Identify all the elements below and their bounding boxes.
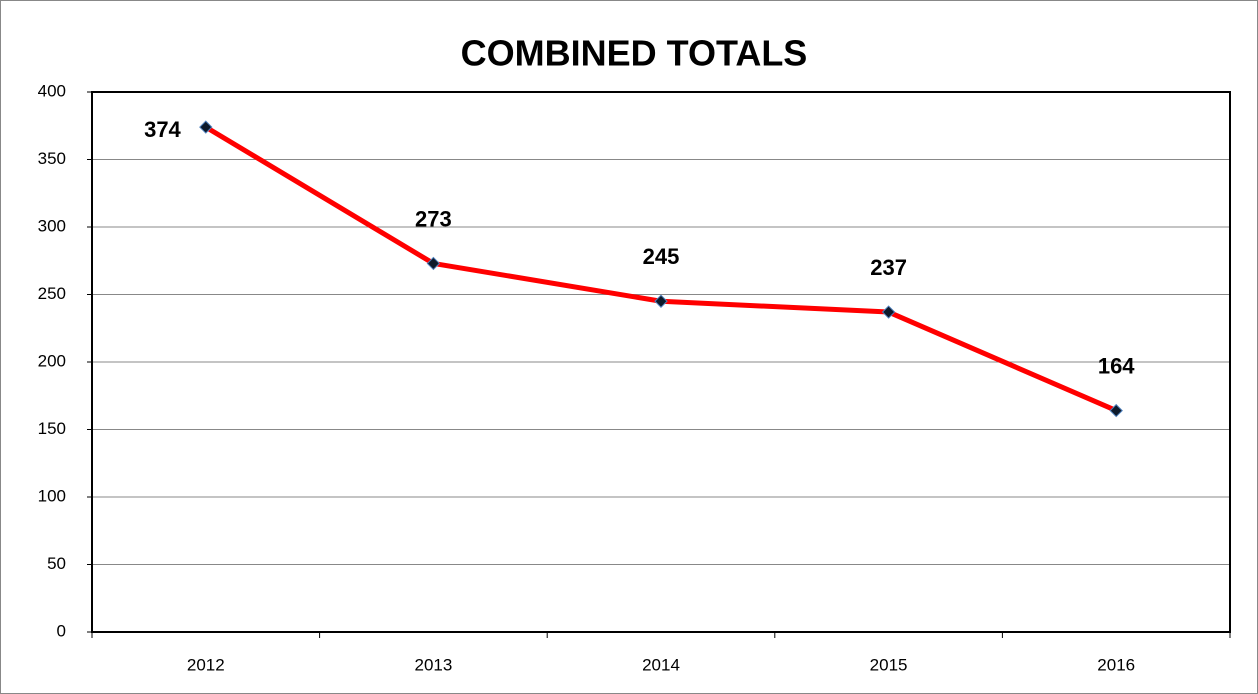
y-tick-label: 400 — [38, 81, 66, 100]
y-tick-label: 50 — [47, 554, 66, 573]
y-tick-label: 250 — [38, 284, 66, 303]
y-tick-label: 300 — [38, 216, 66, 235]
data-label: 245 — [643, 244, 680, 269]
chart-title: COMBINED TOTALS — [461, 33, 808, 74]
x-tick-label: 2014 — [642, 655, 680, 674]
data-label: 237 — [870, 255, 907, 280]
x-tick-label: 2013 — [414, 655, 452, 674]
y-tick-label: 150 — [38, 419, 66, 438]
x-tick-label: 2012 — [187, 655, 225, 674]
y-tick-label: 350 — [38, 149, 66, 168]
y-tick-label: 0 — [57, 621, 66, 640]
data-point — [654, 294, 668, 308]
data-label: 374 — [144, 117, 181, 142]
plot-border — [91, 91, 1231, 633]
x-tick-label: 2016 — [1097, 655, 1135, 674]
data-point — [199, 120, 213, 134]
data-point — [881, 305, 896, 319]
data-label: 273 — [415, 206, 452, 231]
data-label: 164 — [1098, 353, 1135, 378]
x-tick-label: 2015 — [870, 655, 908, 674]
data-point — [1109, 403, 1123, 418]
data-point — [426, 256, 441, 271]
y-tick-label: 200 — [38, 351, 66, 370]
y-tick-label: 100 — [38, 486, 66, 505]
